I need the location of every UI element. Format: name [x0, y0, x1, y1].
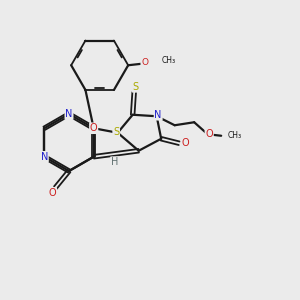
Text: N: N [40, 152, 48, 162]
Text: N: N [65, 109, 73, 119]
Text: S: S [113, 127, 119, 137]
Text: CH₃: CH₃ [227, 131, 241, 140]
Text: S: S [133, 82, 139, 92]
Text: CH₃: CH₃ [161, 56, 175, 65]
Text: O: O [49, 188, 56, 198]
Text: N: N [154, 110, 162, 120]
Text: H: H [111, 157, 118, 167]
Text: O: O [90, 123, 98, 133]
Text: O: O [141, 58, 148, 67]
Text: O: O [206, 129, 213, 139]
Text: O: O [182, 138, 189, 148]
